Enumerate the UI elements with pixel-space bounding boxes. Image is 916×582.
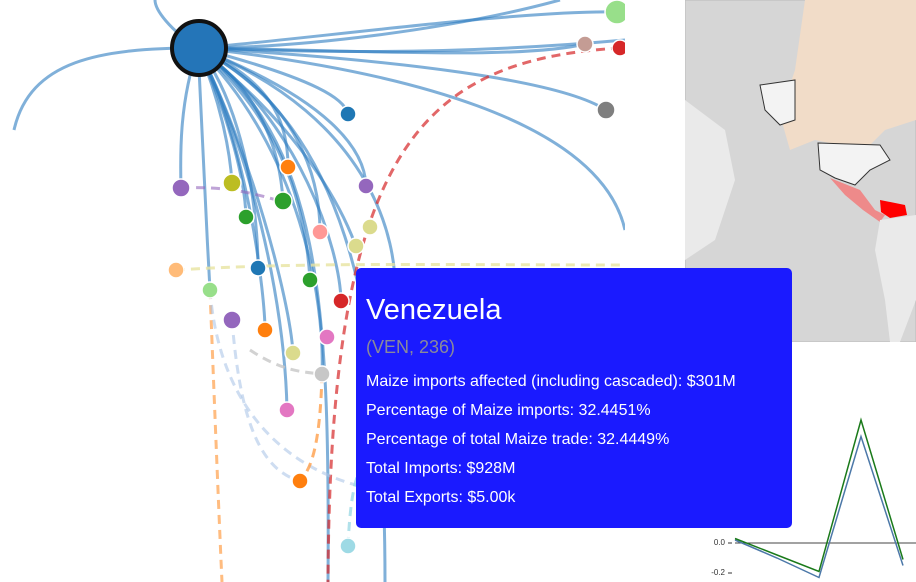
region-venezuela: [880, 200, 907, 218]
region-pacific: [685, 100, 735, 260]
y-tick-label: -0.2: [711, 568, 725, 577]
tooltip-line: Percentage of total Maize trade: 32.4449…: [366, 431, 670, 448]
series-line: [734, 433, 904, 579]
region-alaska: [759, 79, 796, 126]
y-tick-label: 0.0: [714, 538, 726, 547]
tooltip-line: Maize imports affected (including cascad…: [366, 373, 736, 390]
tooltip-title: Venezuela: [366, 294, 502, 326]
series-line: [734, 417, 904, 573]
region-usa: [817, 142, 891, 186]
region-canada: [780, 0, 916, 150]
tooltip: Venezuela (VEN, 236) Maize imports affec…: [356, 268, 792, 528]
region-south-america: [875, 215, 916, 342]
mini-chart: 0.0 -0.2: [711, 417, 916, 579]
tooltip-line: Total Imports: $928M: [366, 460, 516, 477]
nodes: [167, 0, 625, 555]
tooltip-lines: Maize imports affected (including cascad…: [366, 367, 782, 512]
region-central-america: [830, 178, 885, 222]
tooltip-line: Percentage of Maize imports: 32.4451%: [366, 402, 651, 419]
network: [12, 0, 625, 582]
selected-node[interactable]: [170, 19, 228, 77]
map: [685, 0, 916, 342]
tooltip-subtitle: (VEN, 236): [366, 337, 456, 357]
tooltip-line: Total Exports: $5.00k: [366, 489, 516, 506]
